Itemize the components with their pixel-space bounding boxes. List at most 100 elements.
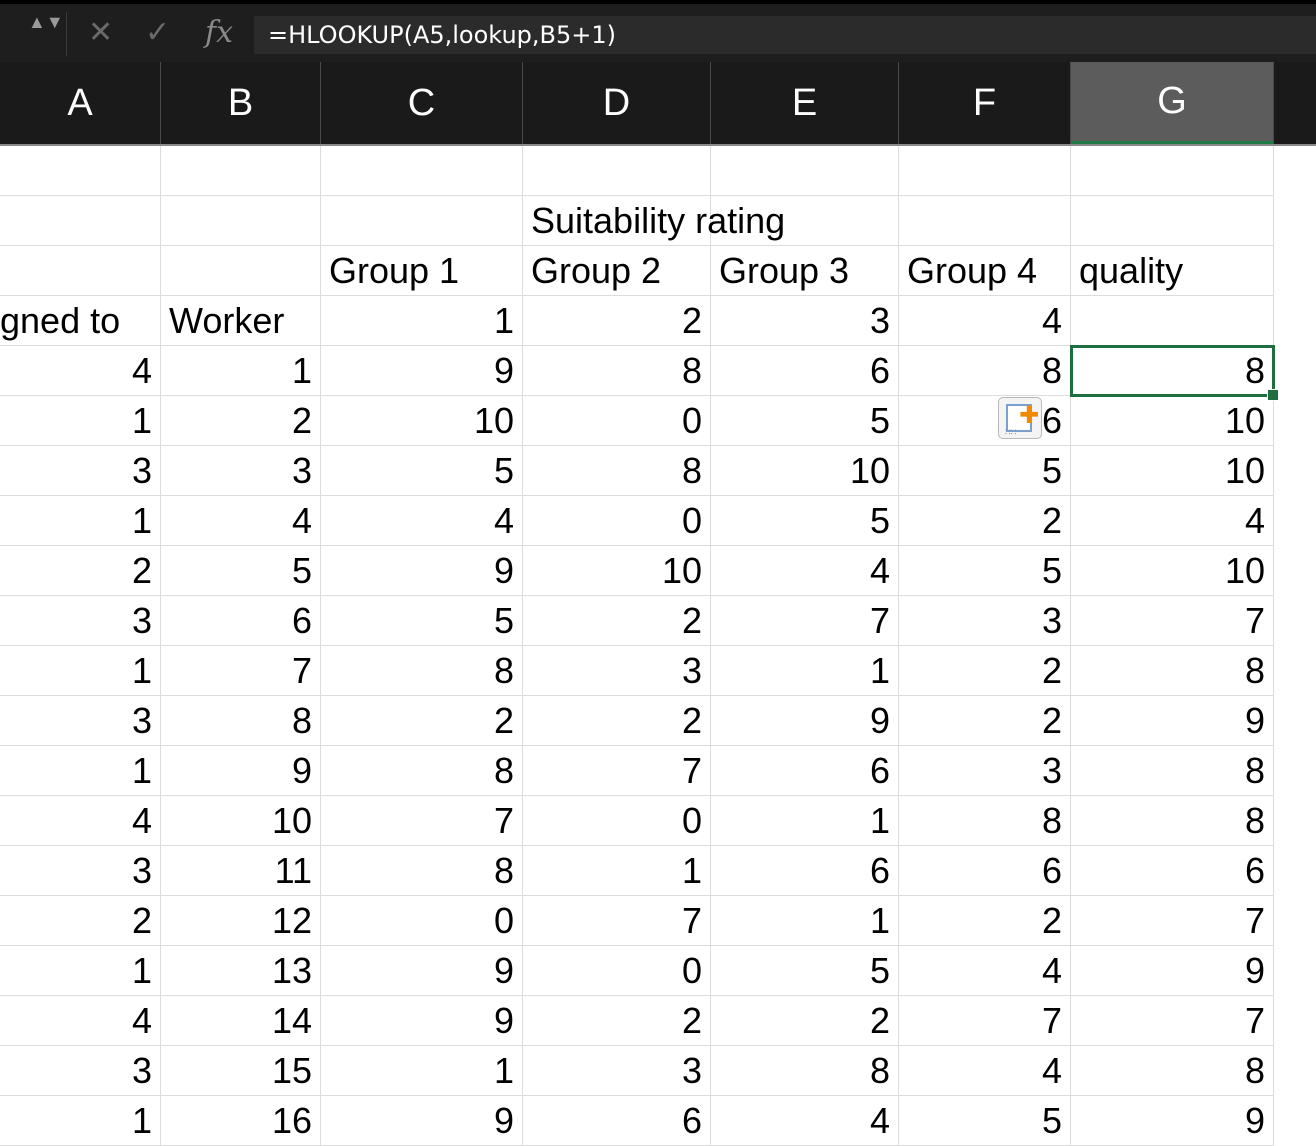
cell-e15[interactable]: 6 bbox=[711, 846, 899, 896]
cell-a14[interactable]: 4 bbox=[0, 796, 161, 846]
cell-d6[interactable]: 0 bbox=[523, 396, 711, 446]
cell-a13[interactable]: 1 bbox=[0, 746, 161, 796]
cell-d18[interactable]: 2 bbox=[523, 996, 711, 1046]
cell-c15[interactable]: 8 bbox=[321, 846, 523, 896]
cell-a1[interactable] bbox=[0, 146, 161, 196]
cell-e6[interactable]: 5 bbox=[711, 396, 899, 446]
cell-c6[interactable]: 10 bbox=[321, 396, 523, 446]
cell-f2[interactable] bbox=[899, 196, 1071, 246]
cell-a12[interactable]: 3 bbox=[0, 696, 161, 746]
cell-e14[interactable]: 1 bbox=[711, 796, 899, 846]
cell-b2[interactable] bbox=[161, 196, 321, 246]
cell-c13[interactable]: 8 bbox=[321, 746, 523, 796]
cell-f6[interactable]: 6 bbox=[899, 396, 1071, 446]
cell-g4[interactable] bbox=[1071, 296, 1274, 346]
cell-f16[interactable]: 2 bbox=[899, 896, 1071, 946]
cell-d3[interactable]: Group 2 bbox=[523, 246, 711, 296]
column-header-g[interactable]: G bbox=[1071, 62, 1274, 144]
active-cell[interactable]: 8 bbox=[1070, 345, 1275, 397]
cell-a20[interactable]: 1 bbox=[0, 1096, 161, 1146]
cell-f10[interactable]: 3 bbox=[899, 596, 1071, 646]
cell-c11[interactable]: 8 bbox=[321, 646, 523, 696]
cell-c7[interactable]: 5 bbox=[321, 446, 523, 496]
cell-d7[interactable]: 8 bbox=[523, 446, 711, 496]
cell-a10[interactable]: 3 bbox=[0, 596, 161, 646]
cell-a17[interactable]: 1 bbox=[0, 946, 161, 996]
cell-g14[interactable]: 8 bbox=[1071, 796, 1274, 846]
cell-e11[interactable]: 1 bbox=[711, 646, 899, 696]
cell-c18[interactable]: 9 bbox=[321, 996, 523, 1046]
cell-c1[interactable] bbox=[321, 146, 523, 196]
cell-a16[interactable]: 2 bbox=[0, 896, 161, 946]
cell-e3[interactable]: Group 3 bbox=[711, 246, 899, 296]
paste-options-icon[interactable]: ✚ ∷∷ bbox=[998, 397, 1042, 439]
cell-c3[interactable]: Group 1 bbox=[321, 246, 523, 296]
cell-c14[interactable]: 7 bbox=[321, 796, 523, 846]
cell-b9[interactable]: 5 bbox=[161, 546, 321, 596]
cell-g20[interactable]: 9 bbox=[1071, 1096, 1274, 1146]
cell-b6[interactable]: 2 bbox=[161, 396, 321, 446]
cell-e17[interactable]: 5 bbox=[711, 946, 899, 996]
cell-d12[interactable]: 2 bbox=[523, 696, 711, 746]
cell-f13[interactable]: 3 bbox=[899, 746, 1071, 796]
cell-g19[interactable]: 8 bbox=[1071, 1046, 1274, 1096]
cell-f7[interactable]: 5 bbox=[899, 446, 1071, 496]
cell-b1[interactable] bbox=[161, 146, 321, 196]
cell-a9[interactable]: 2 bbox=[0, 546, 161, 596]
cell-e4[interactable]: 3 bbox=[711, 296, 899, 346]
cell-f20[interactable]: 5 bbox=[899, 1096, 1071, 1146]
cell-e2[interactable] bbox=[711, 196, 899, 246]
column-header-c[interactable]: C bbox=[321, 62, 523, 144]
cell-g11[interactable]: 8 bbox=[1071, 646, 1274, 696]
cell-g1[interactable] bbox=[1071, 146, 1274, 196]
cell-g12[interactable]: 9 bbox=[1071, 696, 1274, 746]
cell-a8[interactable]: 1 bbox=[0, 496, 161, 546]
cell-f11[interactable]: 2 bbox=[899, 646, 1071, 696]
cell-g9[interactable]: 10 bbox=[1071, 546, 1274, 596]
cell-a15[interactable]: 3 bbox=[0, 846, 161, 896]
cell-d8[interactable]: 0 bbox=[523, 496, 711, 546]
cell-g13[interactable]: 8 bbox=[1071, 746, 1274, 796]
name-box-stepper[interactable]: ▲▼ bbox=[28, 12, 64, 32]
cell-e8[interactable]: 5 bbox=[711, 496, 899, 546]
cell-f15[interactable]: 6 bbox=[899, 846, 1071, 896]
cell-d17[interactable]: 0 bbox=[523, 946, 711, 996]
column-header-f[interactable]: F bbox=[899, 62, 1071, 144]
cell-a18[interactable]: 4 bbox=[0, 996, 161, 1046]
cell-g16[interactable]: 7 bbox=[1071, 896, 1274, 946]
cell-b17[interactable]: 13 bbox=[161, 946, 321, 996]
cell-b3[interactable] bbox=[161, 246, 321, 296]
column-header-a[interactable]: A bbox=[0, 62, 161, 144]
cell-c9[interactable]: 9 bbox=[321, 546, 523, 596]
cell-c8[interactable]: 4 bbox=[321, 496, 523, 546]
cell-e13[interactable]: 6 bbox=[711, 746, 899, 796]
cell-g15[interactable]: 6 bbox=[1071, 846, 1274, 896]
cell-g2[interactable] bbox=[1071, 196, 1274, 246]
cell-f5[interactable]: 8 bbox=[899, 346, 1071, 396]
cell-e12[interactable]: 9 bbox=[711, 696, 899, 746]
enter-check-icon[interactable]: ✓ bbox=[145, 16, 171, 49]
cell-a6[interactable]: 1 bbox=[0, 396, 161, 446]
cell-a3[interactable] bbox=[0, 246, 161, 296]
cell-e10[interactable]: 7 bbox=[711, 596, 899, 646]
cell-e20[interactable]: 4 bbox=[711, 1096, 899, 1146]
cell-c12[interactable]: 2 bbox=[321, 696, 523, 746]
cell-g3[interactable]: quality bbox=[1071, 246, 1274, 296]
cell-b5[interactable]: 1 bbox=[161, 346, 321, 396]
cell-b15[interactable]: 11 bbox=[161, 846, 321, 896]
cell-a19[interactable]: 3 bbox=[0, 1046, 161, 1096]
cell-c19[interactable]: 1 bbox=[321, 1046, 523, 1096]
cell-g6[interactable]: 10 bbox=[1071, 396, 1274, 446]
cell-a7[interactable]: 3 bbox=[0, 446, 161, 496]
cell-f12[interactable]: 2 bbox=[899, 696, 1071, 746]
cell-f8[interactable]: 2 bbox=[899, 496, 1071, 546]
cell-e1[interactable] bbox=[711, 146, 899, 196]
cell-d5[interactable]: 8 bbox=[523, 346, 711, 396]
cell-e7[interactable]: 10 bbox=[711, 446, 899, 496]
cell-g7[interactable]: 10 bbox=[1071, 446, 1274, 496]
column-header-d[interactable]: D bbox=[523, 62, 711, 144]
cell-f19[interactable]: 4 bbox=[899, 1046, 1071, 1096]
column-header-e[interactable]: E bbox=[711, 62, 899, 144]
cell-c5[interactable]: 9 bbox=[321, 346, 523, 396]
cell-b10[interactable]: 6 bbox=[161, 596, 321, 646]
